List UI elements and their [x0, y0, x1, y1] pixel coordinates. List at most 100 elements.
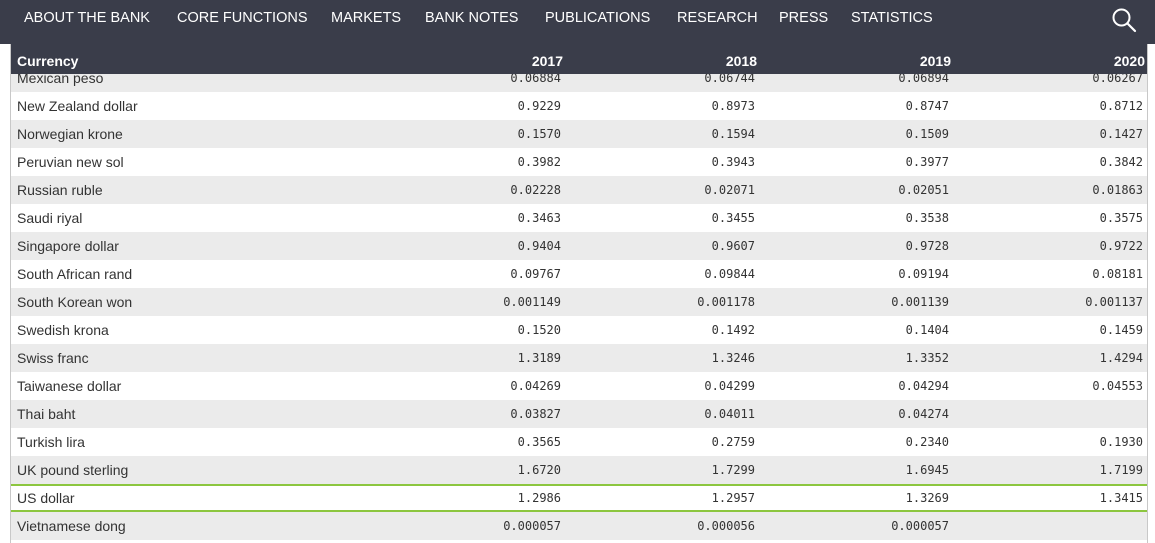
rate-value: 1.3189	[517, 351, 561, 365]
rate-value: 0.3575	[1099, 211, 1143, 225]
rate-value: 0.02228	[510, 183, 561, 197]
top-navigation: ABOUT THE BANK CORE FUNCTIONS MARKETS BA…	[0, 0, 1155, 44]
rate-value: 0.3538	[905, 211, 949, 225]
rate-value: 0.09844	[704, 267, 755, 281]
column-header-2019[interactable]: 2019	[919, 53, 951, 69]
table-row: Peruvian new sol 0.3982 0.3943 0.3977 0.3842	[11, 148, 1147, 176]
rate-value: 0.1492	[711, 323, 755, 337]
rate-value: 1.7299	[711, 463, 755, 477]
rate-value: 1.3352	[905, 351, 949, 365]
rate-value: 0.8712	[1099, 99, 1143, 113]
rate-value: 0.04274	[898, 407, 949, 421]
nav-core-functions[interactable]: CORE FUNCTIONS	[177, 10, 308, 26]
column-header-2017[interactable]: 2017	[531, 53, 563, 69]
currency-name: Mexican peso	[17, 70, 104, 86]
rate-value: 0.1404	[905, 323, 949, 337]
table-row: Singapore dollar 0.9404 0.9607 0.9728 0.9722	[11, 232, 1147, 260]
rate-value: 0.04299	[704, 379, 755, 393]
nav-publications[interactable]: PUBLICATIONS	[545, 10, 651, 26]
nav-research[interactable]: RESEARCH	[677, 10, 758, 26]
currency-name: South Korean won	[17, 294, 133, 310]
rate-value: 0.1930	[1099, 435, 1143, 449]
currency-name: US dollar	[17, 490, 75, 506]
rate-value: 0.04269	[510, 379, 561, 393]
table-row: South African rand 0.09767 0.09844 0.09194 0…	[11, 260, 1147, 288]
currency-name: Vietnamese dong	[17, 518, 126, 534]
nav-about-the-bank[interactable]: ABOUT THE BANK	[24, 10, 150, 26]
table-row: New Zealand dollar 0.9229 0.8973 0.8747 0.87…	[11, 92, 1147, 120]
rate-value: 0.9607	[711, 239, 755, 253]
currency-name: Singapore dollar	[17, 238, 119, 254]
rate-value: 0.3982	[517, 155, 561, 169]
column-header-2020[interactable]: 2020	[1113, 53, 1145, 69]
rate-value: 0.06744	[704, 71, 755, 85]
currency-name: Norwegian krone	[17, 126, 123, 142]
rate-value: 0.1509	[905, 127, 949, 141]
currency-name: Thai baht	[17, 406, 76, 422]
table-row: Taiwanese dollar 0.04269 0.04299 0.04294 0.0…	[11, 372, 1147, 400]
rate-value: 0.1570	[517, 127, 561, 141]
rate-value: 1.3269	[905, 491, 949, 505]
search-icon[interactable]	[1110, 6, 1138, 34]
rate-value: 0.2759	[711, 435, 755, 449]
rate-value: 0.06267	[1092, 71, 1143, 85]
table-row: Russian ruble 0.02228 0.02071 0.02051 0.0186…	[11, 176, 1147, 204]
rate-value: 0.04011	[704, 407, 755, 421]
rate-value: 0.08181	[1092, 267, 1143, 281]
rate-value: 0.01863	[1092, 183, 1143, 197]
nav-markets[interactable]: MARKETS	[331, 10, 402, 26]
rate-value: 0.9229	[517, 99, 561, 113]
rate-value: 0.3943	[711, 155, 755, 169]
currency-name: Swedish krona	[17, 322, 109, 338]
rate-value: 0.3455	[711, 211, 755, 225]
rate-value: 0.001178	[697, 295, 755, 309]
table-row: Saudi riyal 0.3463 0.3455 0.3538 0.3575	[11, 204, 1147, 232]
table-row: US dollar 1.2986 1.2957 1.3269 1.3415	[11, 484, 1147, 512]
table-row: Norwegian krone 0.1570 0.1594 0.1509 0.1427	[11, 120, 1147, 148]
currency-name: Saudi riyal	[17, 210, 83, 226]
rate-value: 0.3565	[517, 435, 561, 449]
rate-value: 0.9722	[1099, 239, 1143, 253]
currency-name: South African rand	[17, 266, 133, 282]
column-header-currency[interactable]: Currency	[17, 53, 79, 69]
rate-value: 0.001139	[891, 295, 949, 309]
rate-value: 0.04553	[1092, 379, 1143, 393]
rate-value: 0.001137	[1085, 295, 1143, 309]
nav-statistics[interactable]: STATISTICS	[851, 10, 933, 26]
currency-name: New Zealand dollar	[17, 98, 138, 114]
rate-value: 0.06884	[510, 71, 561, 85]
column-header-2018[interactable]: 2018	[725, 53, 757, 69]
rate-value: 0.03827	[510, 407, 561, 421]
table-header: Currency 2017 2018 2019 2020	[11, 44, 1147, 74]
currency-name: Swiss franc	[17, 350, 89, 366]
rate-value: 0.9728	[905, 239, 949, 253]
rate-value: 0.09194	[898, 267, 949, 281]
table-row: Turkish lira 0.3565 0.2759 0.2340 0.1930	[11, 428, 1147, 456]
rate-value: 0.001149	[503, 295, 561, 309]
rate-value: 1.7199	[1099, 463, 1143, 477]
rate-value: 0.000056	[697, 519, 755, 533]
nav-bank-notes[interactable]: BANK NOTES	[425, 10, 519, 26]
table-row: Vietnamese dong 0.000057 0.000056 0.000057	[11, 512, 1147, 540]
table-row: Thai baht 0.03827 0.04011 0.04274	[11, 400, 1147, 428]
currency-name: Turkish lira	[17, 434, 85, 450]
rate-value: 0.3842	[1099, 155, 1143, 169]
table-row: Swedish krona 0.1520 0.1492 0.1404 0.1459	[11, 316, 1147, 344]
rate-value: 0.000057	[891, 519, 949, 533]
currency-name: Taiwanese dollar	[17, 378, 122, 394]
table-row: South Korean won 0.001149 0.001178 0.001139…	[11, 288, 1147, 316]
rate-value: 0.3977	[905, 155, 949, 169]
rate-value: 0.04294	[898, 379, 949, 393]
rate-value: 1.2957	[711, 491, 755, 505]
rate-value: 1.2986	[517, 491, 561, 505]
currency-name: UK pound sterling	[17, 462, 129, 478]
exchange-rate-table: Currency 2017 2018 2019 2020 Mexican pes…	[10, 44, 1148, 543]
rate-value: 0.06894	[898, 71, 949, 85]
rate-value: 0.8747	[905, 99, 949, 113]
rate-value: 0.2340	[905, 435, 949, 449]
rate-value: 0.1594	[711, 127, 755, 141]
rate-value: 0.1459	[1099, 323, 1143, 337]
nav-press[interactable]: PRESS	[779, 10, 829, 26]
rate-value: 0.02071	[704, 183, 755, 197]
currency-name: Peruvian new sol	[17, 154, 124, 170]
